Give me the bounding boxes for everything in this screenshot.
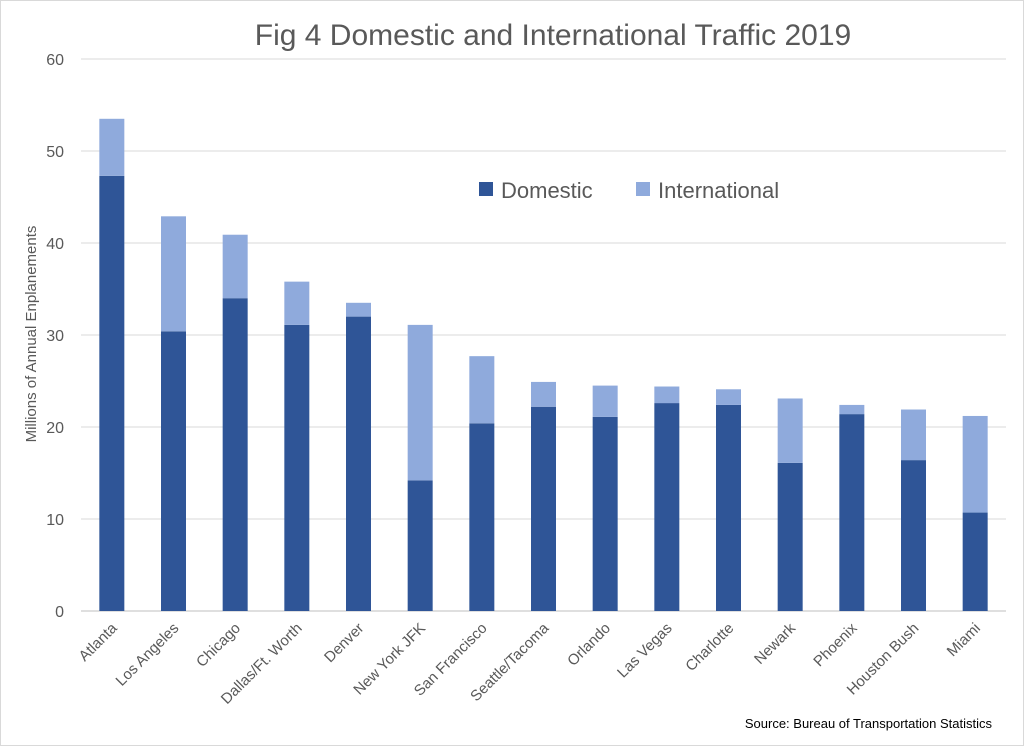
x-tick-label: Las Vegas (614, 620, 676, 682)
bar-international-charlotte (716, 389, 741, 405)
bar-domestic-orlando (592, 416, 618, 611)
chart-title: Fig 4 Domestic and International Traffic… (255, 19, 851, 52)
bar-international-newark (777, 398, 803, 463)
x-tick-label: Chicago (193, 620, 244, 671)
x-tick-label: Orlando (564, 620, 614, 670)
bar-domestic-san-francisco (469, 423, 495, 611)
x-tick-label: Charlotte (682, 620, 737, 675)
bar-domestic-seattle-tacoma (531, 406, 556, 611)
y-tick-label: 60 (46, 52, 64, 69)
bar-international-new-york-jfk (407, 324, 433, 481)
bar-domestic-newark (777, 462, 803, 611)
bar-domestic-charlotte (716, 404, 741, 611)
bar-international-seattle-tacoma (531, 381, 556, 407)
x-tick-label: Atlanta (76, 619, 122, 665)
bar-domestic-new-york-jfk (407, 480, 433, 611)
legend-swatch-international (636, 182, 650, 196)
legend-label-international: International (658, 178, 779, 203)
bar-international-las-vegas (654, 386, 680, 404)
bar-international-phoenix (839, 404, 865, 415)
y-axis-label: Millions of Annual Enplanements (23, 226, 40, 443)
bar-domestic-atlanta (99, 175, 125, 611)
bar-international-los-angeles (161, 216, 186, 332)
legend-swatch-domestic (479, 182, 493, 196)
y-tick-label: 50 (46, 144, 64, 161)
bar-domestic-los-angeles (161, 331, 186, 611)
y-tick-label: 20 (46, 420, 64, 437)
bar-international-chicago (222, 234, 248, 299)
x-tick-label: Denver (321, 620, 367, 666)
legend-label-domestic: Domestic (501, 178, 593, 203)
x-tick-label: Phoenix (810, 619, 861, 670)
legend: Domestic International (479, 178, 779, 203)
bars (99, 118, 988, 611)
y-tick-label: 10 (46, 512, 64, 529)
y-axis-ticks: 0 10 20 30 40 50 60 (46, 52, 64, 621)
bar-international-orlando (592, 385, 618, 417)
bar-domestic-houston-bush (901, 460, 926, 611)
bar-domestic-chicago (222, 298, 248, 611)
y-tick-label: 40 (46, 236, 64, 253)
bar-international-san-francisco (469, 356, 495, 424)
x-tick-label: Los Angeles (113, 620, 183, 690)
bar-domestic-phoenix (839, 414, 865, 611)
bar-domestic-denver (346, 316, 371, 611)
bar-domestic-las-vegas (654, 403, 680, 611)
x-tick-label: Newark (751, 619, 799, 667)
bar-international-miami (962, 415, 988, 513)
bar-international-denver (346, 302, 371, 317)
y-tick-label: 30 (46, 328, 64, 345)
bar-international-atlanta (99, 118, 125, 176)
y-tick-label: 0 (55, 604, 64, 621)
bar-international-dallas-ft-worth (284, 281, 310, 325)
source-note: Source: Bureau of Transportation Statist… (745, 716, 993, 731)
bar-domestic-dallas-ft-worth (284, 324, 310, 611)
bar-international-houston-bush (901, 409, 926, 461)
x-tick-label: Miami (944, 620, 984, 660)
bar-domestic-miami (962, 512, 988, 611)
